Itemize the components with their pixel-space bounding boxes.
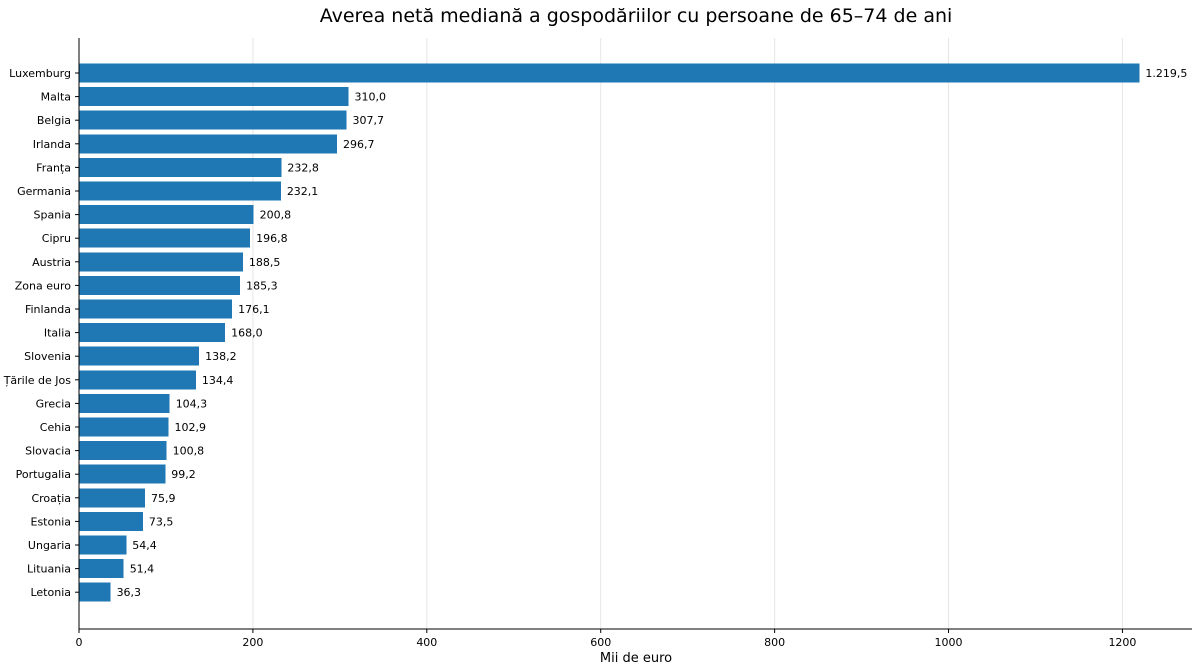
value-label: 168,0 (231, 327, 262, 340)
category-label: Italia (44, 327, 71, 340)
x-tick-label: 1000 (935, 636, 963, 649)
bar (79, 134, 337, 154)
x-tick-label: 400 (416, 636, 437, 649)
bar (79, 181, 281, 201)
bar (79, 535, 127, 555)
value-label: 307,7 (353, 114, 385, 127)
value-label: 185,3 (246, 279, 278, 292)
value-label: 73,5 (149, 515, 174, 528)
value-label: 176,1 (238, 303, 270, 316)
bar (79, 370, 196, 390)
category-label: Slovacia (25, 445, 71, 458)
category-label: Malta (41, 91, 71, 104)
bar (79, 464, 166, 484)
bar (79, 582, 111, 602)
category-label: Țările de Jos (3, 374, 72, 387)
bar (79, 63, 1140, 83)
bar (79, 87, 349, 107)
value-label: 51,4 (130, 563, 155, 576)
x-tick-label: 800 (764, 636, 785, 649)
category-label: Ungaria (28, 539, 71, 552)
x-axis-ticks: 0 200 400 600 800 1000 1200 (76, 629, 1136, 649)
bars: Luxemburg 1.219,5 Malta 310,0 Belgia 307,7 Irl… (3, 63, 1187, 602)
bar (79, 299, 233, 319)
bar (79, 417, 169, 437)
category-label: Cehia (40, 421, 71, 434)
value-label: 200,8 (260, 209, 292, 222)
value-label: 102,9 (174, 421, 206, 434)
value-label: 310,0 (355, 91, 387, 104)
bar (79, 441, 167, 461)
category-label: Lituania (27, 563, 71, 576)
category-label: Finlanda (25, 303, 71, 316)
bar (79, 559, 124, 579)
bar (79, 228, 251, 248)
bar (79, 323, 226, 343)
x-axis-title: Mii de euro (600, 651, 672, 666)
category-label: Luxemburg (9, 67, 71, 80)
category-label: Croația (31, 492, 71, 505)
x-tick-label: 200 (242, 636, 263, 649)
value-label: 54,4 (132, 539, 157, 552)
category-label: Estonia (31, 515, 72, 528)
value-label: 1.219,5 (1145, 67, 1187, 80)
category-label: Grecia (36, 397, 71, 410)
x-tick-label: 1200 (1108, 636, 1136, 649)
category-label: Slovenia (24, 350, 71, 363)
category-label: Franța (36, 161, 71, 174)
category-label: Portugalia (16, 468, 71, 481)
category-label: Belgia (37, 114, 71, 127)
value-label: 36,3 (117, 586, 142, 599)
chart-title: Averea netă mediană a gospodăriilor cu p… (320, 5, 953, 27)
category-label: Spania (34, 209, 71, 222)
value-label: 134,4 (202, 374, 234, 387)
value-label: 100,8 (173, 445, 205, 458)
value-label: 104,3 (176, 397, 208, 410)
value-label: 75,9 (151, 492, 176, 505)
x-tick-label: 0 (76, 636, 83, 649)
value-label: 196,8 (256, 232, 288, 245)
value-label: 232,8 (287, 161, 319, 174)
bar (79, 346, 200, 366)
value-label: 232,1 (287, 185, 319, 198)
value-label: 296,7 (343, 138, 375, 151)
bar (79, 252, 243, 272)
value-label: 138,2 (205, 350, 237, 363)
grid-lines (252, 38, 1123, 629)
bar (79, 393, 170, 413)
value-label: 188,5 (249, 256, 281, 269)
category-label: Letonia (30, 586, 71, 599)
category-label: Germania (17, 185, 71, 198)
bar (79, 275, 241, 295)
x-tick-label: 600 (590, 636, 611, 649)
bar (79, 488, 145, 508)
bar (79, 157, 282, 177)
bar (79, 511, 143, 531)
axes (78, 38, 1192, 630)
category-label: Austria (32, 256, 71, 269)
bar (79, 205, 254, 225)
value-label: 99,2 (171, 468, 196, 481)
category-label: Zona euro (15, 279, 71, 292)
bar (79, 110, 347, 130)
category-label: Irlanda (33, 138, 71, 151)
category-label: Cipru (42, 232, 71, 245)
